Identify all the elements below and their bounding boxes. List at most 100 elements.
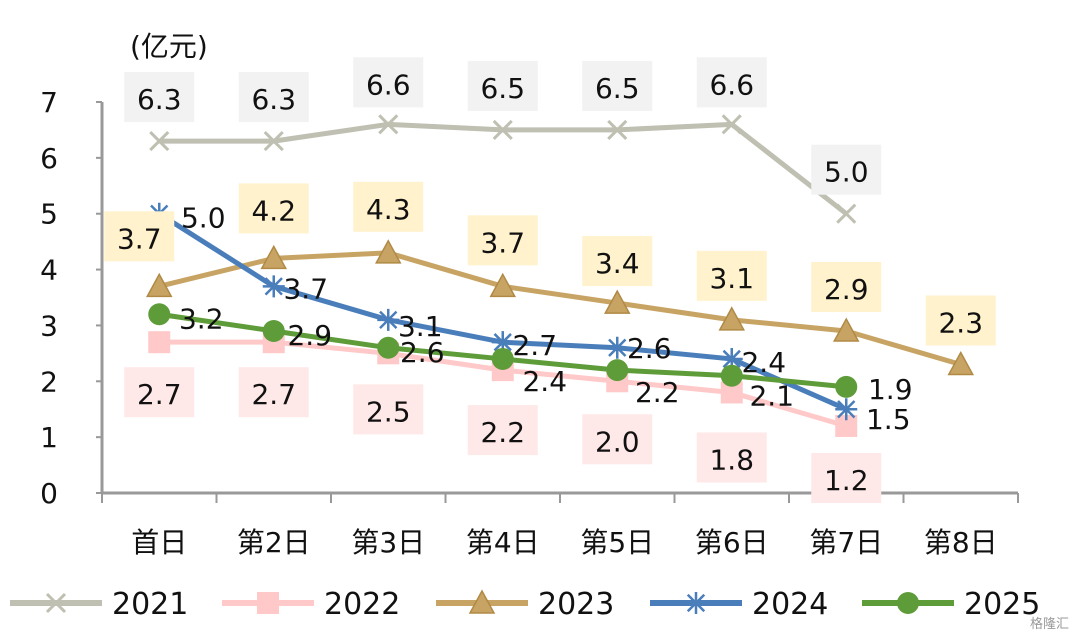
triangle-marker <box>718 306 746 331</box>
data-label-2022: 2.0 <box>595 425 640 458</box>
data-label-2024: 1.5 <box>866 403 911 436</box>
data-label-2022: 1.2 <box>824 464 869 497</box>
data-label-bg <box>124 367 195 418</box>
circle-marker <box>897 592 919 614</box>
data-label-2022: 2.7 <box>137 378 182 411</box>
square-marker <box>835 414 858 437</box>
circle-marker <box>835 375 858 398</box>
y-tick-label: 7 <box>40 86 58 119</box>
x-marker <box>45 592 67 614</box>
data-label-bg <box>353 57 424 108</box>
star-marker <box>377 308 400 331</box>
triangle-marker <box>468 589 496 614</box>
star-marker <box>262 275 285 298</box>
axes: 0 1 2 3 4 5 6 7 首日 第2日 第3日 第4日 第5日 第6日 第7日 第8日 <box>40 86 1019 559</box>
data-label-2024: 2.7 <box>512 329 557 362</box>
data-label-bg <box>353 384 424 435</box>
legend-item-2022: 2022 <box>222 587 400 622</box>
x-marker <box>149 131 170 152</box>
data-label-2022: 1.8 <box>709 443 754 476</box>
data-label-2022: 2.7 <box>251 378 296 411</box>
triangle-marker <box>947 350 975 376</box>
series-line <box>158 250 962 367</box>
x-tick-label: 第8日 <box>924 526 998 559</box>
circle-marker <box>491 347 514 370</box>
data-label-2021: 6.3 <box>251 83 296 116</box>
triangle-marker <box>145 272 173 298</box>
legend-item-2025: 2025 <box>862 587 1040 622</box>
x-tick-label: 第5日 <box>580 526 654 559</box>
data-label-2021: 6.5 <box>595 72 640 105</box>
data-label-2021: 6.3 <box>137 83 182 116</box>
x-marker <box>607 119 628 140</box>
star-marker <box>491 331 514 354</box>
x-tick-label: 第6日 <box>695 526 769 559</box>
x-tick-label: 第4日 <box>466 526 540 559</box>
triangle-marker <box>603 289 631 314</box>
star-marker <box>606 336 629 359</box>
data-label-bg <box>925 295 996 346</box>
legend-item-2023: 2023 <box>436 587 614 622</box>
data-label-2023: 4.2 <box>251 194 296 227</box>
legend-label: 2021 <box>112 587 188 622</box>
data-label-2024: 2.4 <box>741 346 786 379</box>
data-label-bg <box>696 432 767 483</box>
data-label-2023: 3.7 <box>117 222 162 255</box>
data-label-bg <box>696 250 767 301</box>
x-marker <box>263 131 284 152</box>
data-label-2021: 6.5 <box>480 72 525 105</box>
x-marker <box>492 119 513 140</box>
y-tick-label: 0 <box>40 477 58 510</box>
x-marker <box>721 114 742 135</box>
y-tick-label: 3 <box>40 309 58 342</box>
data-label-2023: 2.9 <box>824 273 869 306</box>
circle-marker <box>377 336 400 359</box>
legend: 2021 2022 2023 2024 2025 <box>10 587 1040 622</box>
data-label-2025: 2.4 <box>522 365 567 398</box>
data-label-2024: 3.7 <box>283 272 328 305</box>
data-label-bg <box>467 215 538 266</box>
data-label-2025: 1.9 <box>868 373 913 406</box>
y-tick-label: 1 <box>40 421 58 454</box>
square-marker <box>257 592 279 614</box>
data-label-bg <box>238 183 309 234</box>
data-label-2024: 2.6 <box>627 332 672 365</box>
data-label-2022: 2.2 <box>480 416 525 449</box>
star-marker <box>685 592 707 614</box>
data-label-2021: 6.6 <box>366 68 411 101</box>
data-label-2025: 3.2 <box>179 302 224 335</box>
triangle-marker <box>489 272 517 298</box>
data-label-2025: 2.6 <box>400 336 445 369</box>
x-marker <box>378 114 399 135</box>
data-label-bg <box>582 236 653 287</box>
data-label-2025: 2.2 <box>635 376 680 409</box>
circle-marker <box>262 320 285 343</box>
data-label-bg <box>467 405 538 456</box>
x-marker <box>836 203 857 224</box>
data-label-2024: 3.1 <box>398 310 443 343</box>
y-tick-label: 6 <box>40 142 58 175</box>
legend-item-2021: 2021 <box>10 587 188 622</box>
data-label-2021: 5.0 <box>824 156 869 189</box>
triangle-marker <box>374 239 402 264</box>
data-label-bg <box>104 211 175 262</box>
data-label-bg <box>353 181 424 232</box>
circle-marker <box>148 303 171 326</box>
circle-marker <box>720 364 743 387</box>
triangle-marker <box>832 317 860 342</box>
data-label-2021: 6.6 <box>709 68 754 101</box>
data-label-bg <box>582 60 653 111</box>
y-tick-label: 2 <box>40 365 58 398</box>
data-label-bg <box>582 414 653 465</box>
data-label-bg <box>124 72 195 123</box>
square-marker <box>720 381 743 404</box>
data-label-bg <box>467 60 538 111</box>
legend-label: 2024 <box>752 587 828 622</box>
data-label-2025: 2.9 <box>287 319 332 352</box>
x-tick-label: 第7日 <box>809 526 883 559</box>
data-label-bg <box>696 57 767 108</box>
star-marker <box>720 347 743 370</box>
series-2021 <box>149 114 857 224</box>
data-label-2022: 2.5 <box>366 395 411 428</box>
